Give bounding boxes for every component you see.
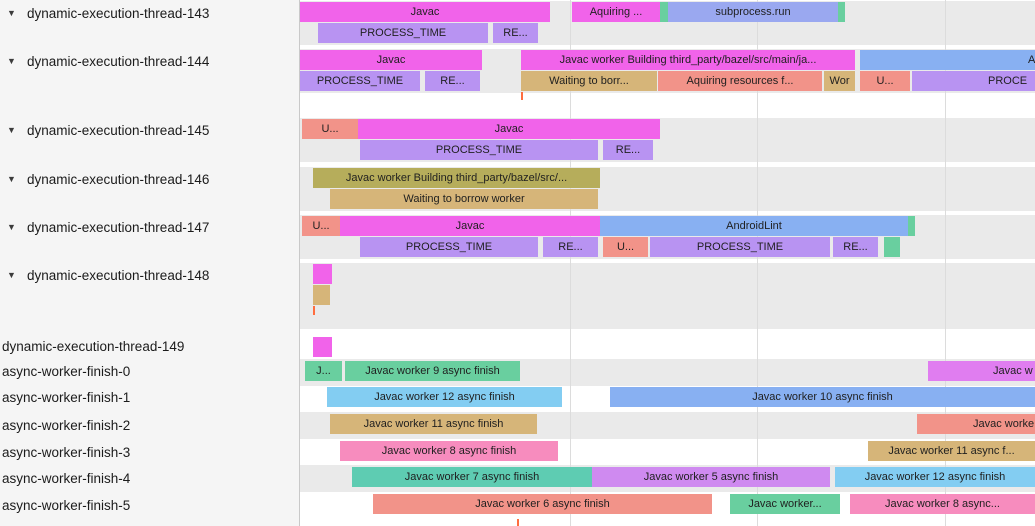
span-bar[interactable]: [884, 237, 900, 257]
track-label-async-worker-finish-0[interactable]: async-worker-finish-0: [0, 360, 300, 382]
span-bar[interactable]: U...: [860, 71, 910, 91]
span-bar[interactable]: U...: [302, 216, 340, 236]
span-bar[interactable]: [313, 337, 332, 357]
span-bar[interactable]: PROCESS_TIME: [318, 23, 488, 43]
span-bar[interactable]: PROCESS_TIME: [650, 237, 830, 257]
span-bar[interactable]: Javac worker 11 async finish: [330, 414, 537, 434]
span-bar[interactable]: Javac worker 6 async finish: [373, 494, 712, 514]
collapse-arrow-icon[interactable]: ▼: [7, 222, 16, 232]
track-label-dynamic-execution-thread-144[interactable]: ▼ dynamic-execution-thread-144: [0, 50, 298, 72]
track-name: async-worker-finish-5: [2, 497, 131, 513]
span-bar[interactable]: Javac worker 10 async finish: [610, 387, 1035, 407]
span-bar[interactable]: Wor: [824, 71, 855, 91]
span-bar[interactable]: Waiting to borrow worker: [330, 189, 598, 209]
span-bar[interactable]: RE...: [543, 237, 598, 257]
span-bar[interactable]: Javac w: [928, 361, 1035, 381]
span-bar[interactable]: Javac worker...: [730, 494, 840, 514]
span-bar[interactable]: J...: [305, 361, 342, 381]
track-name: dynamic-execution-thread-144: [27, 53, 210, 69]
collapse-arrow-icon[interactable]: ▼: [7, 56, 16, 66]
span-bar[interactable]: Javac: [358, 119, 660, 139]
track-name: dynamic-execution-thread-146: [27, 171, 210, 187]
span-bar[interactable]: Javac worke: [917, 414, 1035, 434]
collapse-arrow-icon[interactable]: ▼: [7, 174, 16, 184]
span-bar[interactable]: PROCESS_TIME: [300, 71, 420, 91]
track-label-async-worker-finish-4[interactable]: async-worker-finish-4: [0, 467, 300, 489]
span-bar[interactable]: RE...: [603, 140, 653, 160]
span-bar[interactable]: RE...: [425, 71, 480, 91]
track-name: dynamic-execution-thread-148: [27, 267, 210, 283]
span-bar[interactable]: [660, 2, 668, 22]
track-label-dynamic-execution-thread-145[interactable]: ▼ dynamic-execution-thread-145: [0, 119, 298, 141]
collapse-arrow-icon[interactable]: ▼: [7, 270, 16, 280]
span-bar[interactable]: Javac worker 8 async...: [850, 494, 1035, 514]
track-sidebar: ▼ dynamic-execution-thread-143 ▼ dynamic-ex…: [0, 0, 300, 526]
track-name: async-worker-finish-4: [2, 470, 131, 486]
span-bar[interactable]: U...: [603, 237, 648, 257]
span-bar[interactable]: RE...: [493, 23, 538, 43]
span-bar[interactable]: PROCE: [912, 71, 1035, 91]
track-label-async-worker-finish-3[interactable]: async-worker-finish-3: [0, 441, 300, 463]
span-bar[interactable]: Javac worker Building third_party/bazel/…: [313, 168, 600, 188]
flow-event-tick: [517, 519, 519, 526]
collapse-arrow-icon[interactable]: ▼: [7, 8, 16, 18]
span-bar[interactable]: Aquiring ...: [572, 2, 660, 22]
span-bar[interactable]: Javac worker 7 async finish: [352, 467, 592, 487]
timeline: Javac Aquiring ... subprocess.run PROCESS_T…: [300, 0, 1035, 526]
span-bar[interactable]: [313, 285, 330, 305]
track-label-dynamic-execution-thread-147[interactable]: ▼ dynamic-execution-thread-147: [0, 216, 298, 238]
time-gridline: [570, 0, 571, 526]
track-label-dynamic-execution-thread-146[interactable]: ▼ dynamic-execution-thread-146: [0, 168, 298, 190]
span-bar[interactable]: U...: [302, 119, 358, 139]
time-gridline: [945, 0, 946, 526]
track-name: dynamic-execution-thread-145: [27, 122, 210, 138]
track-label-dynamic-execution-thread-148[interactable]: ▼ dynamic-execution-thread-148: [0, 264, 298, 286]
span-bar[interactable]: Javac: [340, 216, 600, 236]
track-label-dynamic-execution-thread-143[interactable]: ▼ dynamic-execution-thread-143: [0, 2, 298, 24]
span-bar[interactable]: Javac worker Building third_party/bazel/…: [521, 50, 855, 70]
span-bar[interactable]: Javac worker 11 async f...: [868, 441, 1035, 461]
span-bar[interactable]: Javac: [300, 50, 482, 70]
span-bar[interactable]: Javac worker 9 async finish: [345, 361, 520, 381]
track-label-dynamic-execution-thread-149[interactable]: dynamic-execution-thread-149: [0, 335, 300, 357]
track-name: dynamic-execution-thread-149: [2, 338, 185, 354]
span-bar[interactable]: Aquiring resources f...: [658, 71, 822, 91]
track-name: async-worker-finish-1: [2, 389, 131, 405]
span-bar[interactable]: Waiting to borr...: [521, 71, 657, 91]
collapse-arrow-icon[interactable]: ▼: [7, 125, 16, 135]
span-bar[interactable]: AndroidLint: [600, 216, 908, 236]
span-bar[interactable]: [313, 264, 332, 284]
flow-event-tick: [313, 306, 315, 315]
track-label-async-worker-finish-2[interactable]: async-worker-finish-2: [0, 414, 300, 436]
span-bar[interactable]: subprocess.run: [668, 2, 838, 22]
span-bar[interactable]: Javac: [300, 2, 550, 22]
span-bar[interactable]: Javac worker 5 async finish: [592, 467, 830, 487]
span-bar[interactable]: Javac worker 12 async finish: [327, 387, 562, 407]
span-bar[interactable]: PROCESS_TIME: [360, 237, 538, 257]
track-name: dynamic-execution-thread-147: [27, 219, 210, 235]
flow-event-tick: [521, 92, 523, 100]
track-name: async-worker-finish-3: [2, 444, 131, 460]
track-background: [300, 263, 1035, 329]
span-bar[interactable]: Javac worker 8 async finish: [340, 441, 558, 461]
span-bar[interactable]: PROCESS_TIME: [360, 140, 598, 160]
track-name: async-worker-finish-0: [2, 363, 131, 379]
time-gridline: [757, 0, 758, 526]
span-bar[interactable]: [838, 2, 845, 22]
span-bar[interactable]: A: [860, 50, 1035, 70]
span-bar[interactable]: Javac worker 12 async finish: [835, 467, 1035, 487]
span-bar[interactable]: RE...: [833, 237, 878, 257]
track-label-async-worker-finish-5[interactable]: async-worker-finish-5: [0, 494, 300, 516]
track-name: dynamic-execution-thread-143: [27, 5, 210, 21]
track-label-async-worker-finish-1[interactable]: async-worker-finish-1: [0, 386, 300, 408]
track-name: async-worker-finish-2: [2, 417, 131, 433]
span-bar[interactable]: [908, 216, 915, 236]
